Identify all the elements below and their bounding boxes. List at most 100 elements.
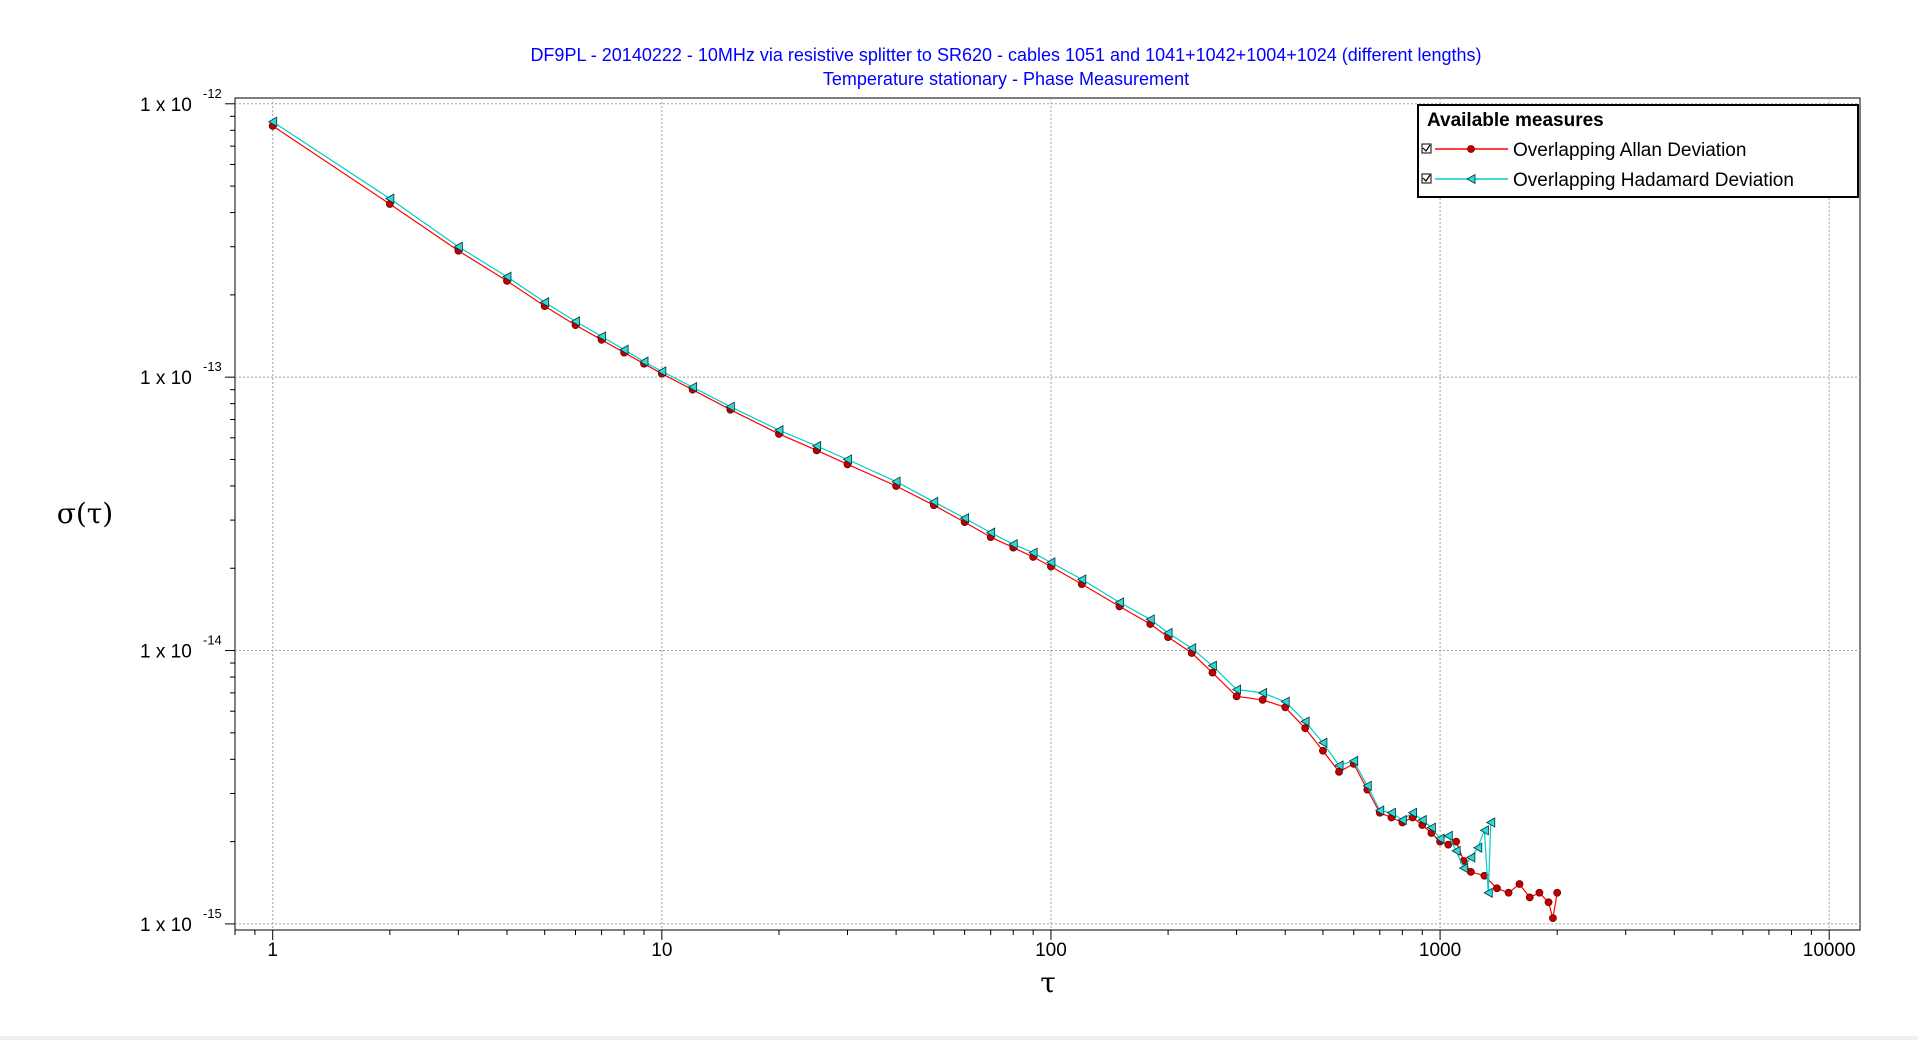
series-layer xyxy=(267,116,1562,923)
status-strip xyxy=(0,1036,1918,1040)
data-point xyxy=(928,496,939,507)
data-point xyxy=(1443,830,1453,842)
data-point xyxy=(1407,807,1418,818)
data-point xyxy=(1451,845,1461,857)
y-tick-exponent: -12 xyxy=(203,86,222,101)
data-point xyxy=(453,241,463,252)
y-tick-label: 1 x 10 xyxy=(140,368,192,389)
y-tick-exponent: -13 xyxy=(203,359,222,374)
chart-title: DF9PL - 20140222 - 10MHz via resistive s… xyxy=(530,45,1481,65)
data-point xyxy=(1535,888,1544,897)
data-point xyxy=(1444,840,1453,849)
data-point xyxy=(1515,880,1524,888)
x-tick-label: 10 xyxy=(651,940,672,961)
data-point xyxy=(1301,724,1310,733)
x-tick-label: 1000 xyxy=(1419,940,1461,961)
data-point xyxy=(1544,898,1553,907)
data-point xyxy=(1386,807,1396,818)
data-point xyxy=(1028,547,1038,558)
data-point xyxy=(1452,837,1461,846)
checkmark-icon xyxy=(1422,144,1431,152)
data-point xyxy=(1549,914,1557,923)
legend-label: Overlapping Allan Deviation xyxy=(1513,140,1746,161)
data-point xyxy=(1466,867,1475,876)
checkmark-icon xyxy=(1422,174,1431,182)
grid-lines xyxy=(235,98,1860,930)
data-point xyxy=(1163,627,1173,639)
data-point xyxy=(1458,862,1469,874)
data-point xyxy=(1076,574,1087,585)
data-point xyxy=(1232,692,1241,701)
x-tick-label: 100 xyxy=(1035,940,1067,961)
data-point xyxy=(1319,746,1327,755)
data-point xyxy=(1466,852,1476,863)
data-point xyxy=(1426,822,1436,833)
data-point xyxy=(1145,614,1155,625)
data-point xyxy=(1186,643,1197,654)
legend-marker xyxy=(1466,173,1476,185)
data-point xyxy=(1335,767,1343,776)
legend-label: Overlapping Hadamard Deviation xyxy=(1513,170,1794,191)
data-point xyxy=(1493,884,1501,893)
data-point xyxy=(539,297,550,308)
data-point xyxy=(267,116,278,127)
series-hadamard xyxy=(267,116,1496,898)
y-tick-exponent: -14 xyxy=(203,633,222,648)
data-point xyxy=(570,316,580,327)
y-tick-label: 1 x 10 xyxy=(140,95,192,116)
data-point xyxy=(1397,814,1407,826)
data-point xyxy=(811,440,822,452)
data-point xyxy=(1485,817,1496,828)
data-point xyxy=(1472,842,1483,853)
data-point xyxy=(1280,696,1290,707)
data-point xyxy=(639,356,649,367)
x-tick-label: 1 xyxy=(267,940,278,961)
data-point xyxy=(1348,755,1359,767)
data-point xyxy=(687,381,698,393)
data-point xyxy=(1362,780,1372,792)
data-point xyxy=(1435,833,1445,844)
data-point xyxy=(1553,888,1562,897)
data-point xyxy=(1374,805,1385,816)
data-point xyxy=(1525,893,1534,902)
legend-entry: Overlapping Allan Deviation xyxy=(1421,140,1746,161)
legend: Available measures Overlapping Allan Dev… xyxy=(1417,104,1859,198)
legend-title: Available measures xyxy=(1427,110,1604,131)
data-point xyxy=(1504,888,1513,897)
data-point xyxy=(385,193,395,204)
data-point xyxy=(1207,660,1217,671)
data-point xyxy=(1300,716,1310,727)
data-point xyxy=(1417,814,1427,826)
plot-area xyxy=(234,97,1861,931)
data-point xyxy=(842,454,852,465)
data-point xyxy=(1480,871,1489,880)
y-tick-label: 1 x 10 xyxy=(140,915,192,936)
x-tick-label: 10000 xyxy=(1803,940,1856,961)
y-tick-exponent: -15 xyxy=(203,906,222,921)
data-point xyxy=(1483,887,1493,898)
data-point xyxy=(1258,695,1267,704)
y-axis-label: σ(τ) xyxy=(57,497,113,530)
data-point xyxy=(1257,687,1268,699)
data-point xyxy=(502,271,512,282)
data-point xyxy=(1231,684,1242,695)
data-point xyxy=(891,476,901,487)
legend-checkbox xyxy=(1421,143,1432,154)
legend-entry: Overlapping Hadamard Deviation xyxy=(1421,170,1794,191)
data-point xyxy=(1008,538,1018,550)
legend-marker xyxy=(1467,145,1475,153)
data-point xyxy=(1208,668,1217,677)
data-point xyxy=(1114,597,1124,608)
data-point xyxy=(657,366,667,377)
data-point xyxy=(1046,557,1056,568)
data-point xyxy=(774,424,784,436)
chart-subtitle: Temperature stationary - Phase Measureme… xyxy=(823,69,1189,89)
x-axis-label: τ xyxy=(1040,966,1056,999)
data-point xyxy=(1334,760,1344,771)
data-point xyxy=(596,331,606,342)
data-point xyxy=(959,512,970,524)
data-point xyxy=(619,344,629,355)
